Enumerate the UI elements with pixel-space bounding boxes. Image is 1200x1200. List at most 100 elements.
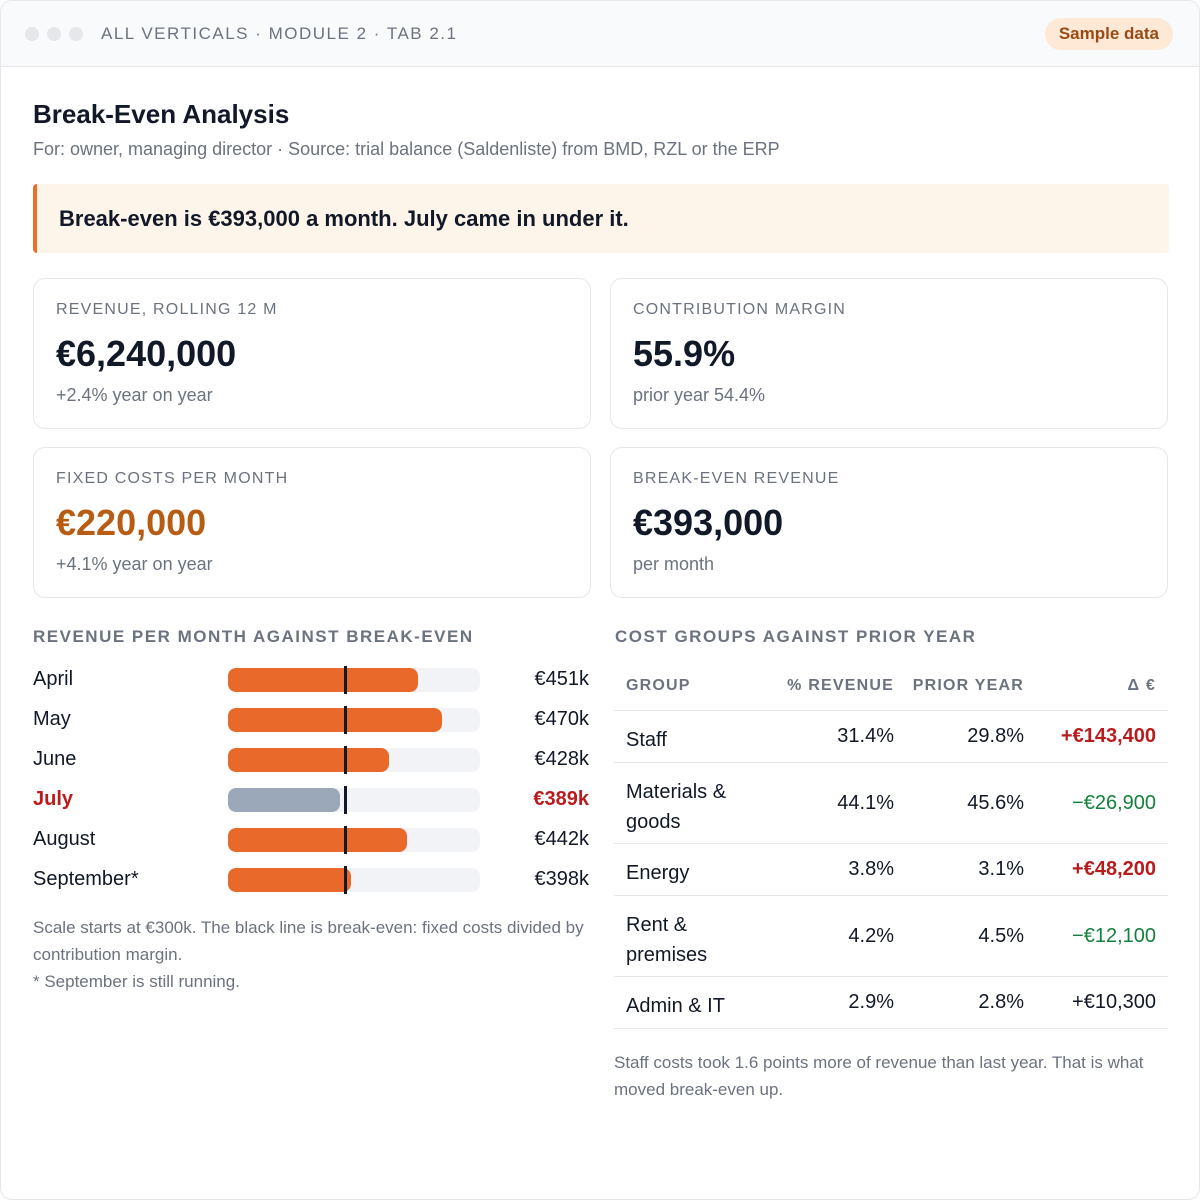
table-footnote: Staff costs took 1.6 points more of reve… <box>614 1053 1144 1099</box>
table-row: Rent & premises 4.2% 4.5% −€12,100 <box>614 896 1168 977</box>
chart-category-label: May <box>33 708 71 730</box>
cell-revenue-share: 2.9% <box>848 991 894 1013</box>
chart-bar-row: June €428k <box>33 740 589 780</box>
column-header-revenue-share[interactable]: % REVENUE <box>787 677 894 694</box>
break-even-marker <box>344 866 348 894</box>
chart-bar <box>228 708 443 732</box>
window-controls <box>25 26 83 41</box>
chart-bar <box>228 828 407 852</box>
kpi-label: FIXED COSTS PER MONTH <box>56 470 289 487</box>
chart-bar-row: May €470k <box>33 700 589 740</box>
break-even-callout: Break-even is €393,000 a month. July cam… <box>33 184 1169 253</box>
kpi-label: REVENUE, ROLLING 12 M <box>56 301 278 318</box>
cell-prior-year: 4.5% <box>978 925 1024 947</box>
chart-category-label: July <box>33 788 74 810</box>
column-header-prior-year[interactable]: PRIOR YEAR <box>912 677 1024 694</box>
chart-category-label: September* <box>33 868 139 890</box>
cell-revenue-share: 3.8% <box>848 858 894 880</box>
column-header-group[interactable]: GROUP <box>626 677 691 694</box>
cell-group: Admin & IT <box>626 995 725 1017</box>
kpi-note: +4.1% year on year <box>56 554 213 574</box>
page-subtitle: For: owner, managing director · Source: … <box>33 139 780 159</box>
kpi-value: €393,000 <box>633 502 784 543</box>
chart-value-label: €451k <box>534 668 590 690</box>
cell-delta: −€26,900 <box>1072 792 1156 814</box>
column-header-delta[interactable]: Δ € <box>1127 677 1156 694</box>
kpi-value: €220,000 <box>56 502 207 543</box>
chart-category-label: April <box>33 668 74 690</box>
cell-prior-year: 29.8% <box>967 725 1024 747</box>
chart-note-september: * September is still running. <box>33 972 240 991</box>
table-row: Energy 3.8% 3.1% +€48,200 <box>614 844 1168 896</box>
kpi-label: CONTRIBUTION MARGIN <box>633 301 847 318</box>
chart-bar-track <box>228 826 480 854</box>
chart-value-label: €389k <box>533 788 589 810</box>
chart-value-label: €398k <box>534 868 590 890</box>
cell-group: Materials & goods <box>626 781 727 833</box>
kpi-note: per month <box>633 554 715 574</box>
chart-footnote: Scale starts at €300k. The black line is… <box>33 914 589 995</box>
table-header-row: GROUP % REVENUE PRIOR YEAR Δ € <box>614 661 1168 711</box>
break-even-marker <box>344 706 348 734</box>
title-bar: ALL VERTICALS · MODULE 2 · TAB 2.1 Sampl… <box>1 1 1199 67</box>
chart-heading: REVENUE PER MONTH AGAINST BREAK-EVEN <box>33 627 474 646</box>
table-heading: COST GROUPS AGAINST PRIOR YEAR <box>615 627 977 646</box>
chart-bar <box>228 868 352 892</box>
kpi-note: prior year 54.4% <box>633 385 766 405</box>
chart-value-label: €442k <box>534 828 590 850</box>
chart-bar-track <box>228 706 480 734</box>
chart-bar-track <box>228 746 480 774</box>
cell-revenue-share: 31.4% <box>837 725 894 747</box>
cell-prior-year: 2.8% <box>978 991 1024 1013</box>
kpi-card-contribution-margin: CONTRIBUTION MARGIN 55.9% prior year 54.… <box>610 278 1168 429</box>
chart-category-label: June <box>33 748 77 770</box>
kpi-card-revenue: REVENUE, ROLLING 12 M €6,240,000 +2.4% y… <box>33 278 591 429</box>
cell-revenue-share: 44.1% <box>837 792 894 814</box>
break-even-marker <box>344 786 348 814</box>
chart-bar-row: April €451k <box>33 660 589 700</box>
cell-group: Staff <box>626 729 667 751</box>
chart-bar <box>228 788 341 812</box>
break-even-marker <box>344 746 348 774</box>
sample-data-badge: Sample data <box>1044 18 1173 50</box>
cell-group: Rent & premises <box>626 914 708 966</box>
chart-value-label: €428k <box>534 748 590 770</box>
cell-prior-year: 3.1% <box>978 858 1024 880</box>
chart-category-label: August <box>33 828 96 850</box>
cell-group: Energy <box>626 862 690 884</box>
table-row: Staff 31.4% 29.8% +€143,400 <box>614 711 1168 763</box>
cell-revenue-share: 4.2% <box>848 925 894 947</box>
chart-note-scale: Scale starts at €300k. The black line is… <box>33 918 584 964</box>
chart-bar-track <box>228 786 480 814</box>
cell-delta: +€143,400 <box>1060 725 1156 747</box>
chart-bar-track <box>228 866 480 894</box>
kpi-label: BREAK-EVEN REVENUE <box>633 470 840 487</box>
maximize-window-dot[interactable] <box>69 26 83 41</box>
page-title: Break-Even Analysis <box>33 99 290 129</box>
table-row: Materials & goods 44.1% 45.6% −€26,900 <box>614 763 1168 844</box>
kpi-card-break-even: BREAK-EVEN REVENUE €393,000 per month <box>610 447 1168 598</box>
kpi-value: 55.9% <box>633 333 736 374</box>
table-row: Admin & IT 2.9% 2.8% +€10,300 <box>614 977 1168 1029</box>
chart-bar <box>228 748 390 772</box>
break-even-marker <box>344 666 348 694</box>
chart-bar-row: August €442k <box>33 820 589 860</box>
close-window-dot[interactable] <box>25 26 39 41</box>
chart-bar-row: July €389k <box>33 780 589 820</box>
cell-delta: +€48,200 <box>1072 858 1156 880</box>
chart-bar <box>228 668 419 692</box>
cost-groups-table: GROUP % REVENUE PRIOR YEAR Δ € Staff 31.4… <box>614 661 1168 1029</box>
kpi-card-fixed-costs: FIXED COSTS PER MONTH €220,000 +4.1% yea… <box>33 447 591 598</box>
chart-value-label: €470k <box>534 708 590 730</box>
kpi-value: €6,240,000 <box>56 333 237 374</box>
chart-bar-track <box>228 666 480 694</box>
break-even-marker <box>344 826 348 854</box>
minimize-window-dot[interactable] <box>47 26 61 41</box>
breadcrumb: ALL VERTICALS · MODULE 2 · TAB 2.1 <box>101 23 458 43</box>
kpi-note: +2.4% year on year <box>56 385 213 405</box>
cell-delta: −€12,100 <box>1072 925 1156 947</box>
cell-prior-year: 45.6% <box>967 792 1024 814</box>
chart-bar-row: September* €398k <box>33 860 589 900</box>
cell-delta: +€10,300 <box>1072 991 1156 1013</box>
